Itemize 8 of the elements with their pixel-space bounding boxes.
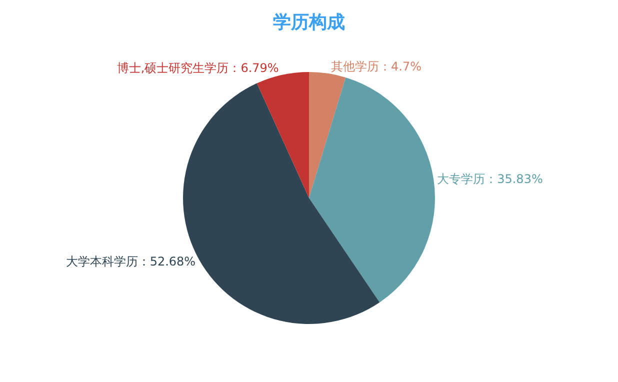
pie-slice	[309, 77, 435, 302]
pie-slice	[256, 72, 309, 198]
slice-label: 博士,硕士研究生学历：6.79%	[116, 61, 279, 76]
slice-label: 大专学历：35.83%	[437, 172, 543, 186]
slice-label: 其他学历：4.7%	[331, 60, 422, 74]
slice-label: 大学本科学历：52.68%	[66, 254, 196, 268]
chart-title: 学历构成	[273, 12, 345, 33]
pie-slice	[309, 72, 346, 198]
